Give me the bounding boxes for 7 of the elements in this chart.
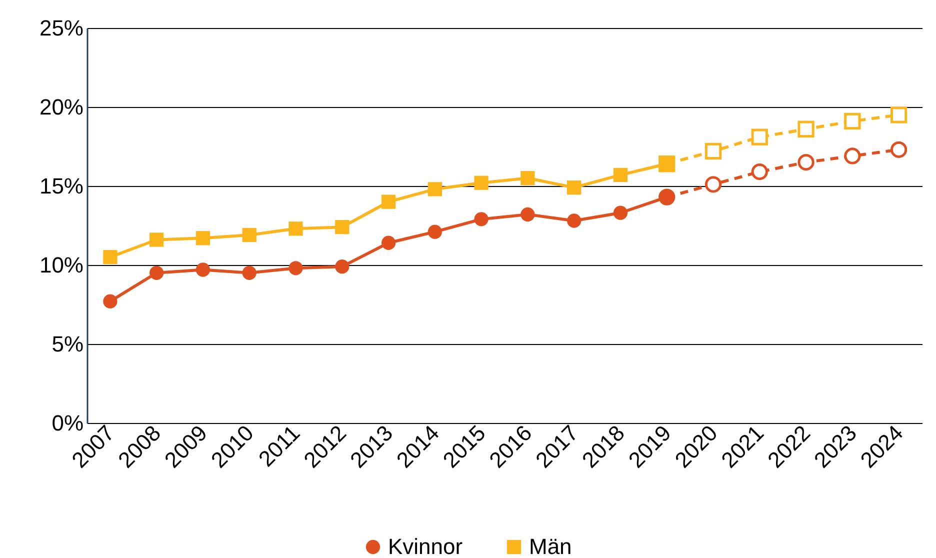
y-tick-label: 10% [39,252,84,278]
y-tick-label: 15% [39,174,84,198]
y-tick-label: 25% [39,16,84,40]
legend-label: Kvinnor [388,534,463,558]
y-tick-label: 5% [52,332,84,356]
y-tick-label: 20% [39,94,84,120]
legend-label: Män [529,534,572,558]
